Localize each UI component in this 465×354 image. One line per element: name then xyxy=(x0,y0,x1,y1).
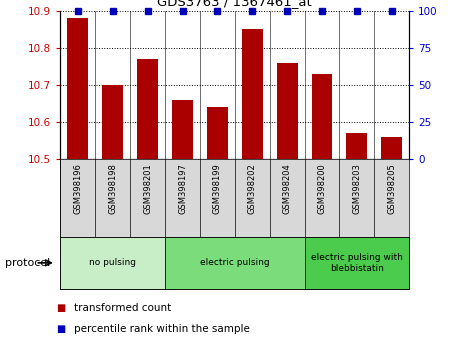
Text: GSM398201: GSM398201 xyxy=(143,163,152,214)
Text: electric pulsing with
blebbistatin: electric pulsing with blebbistatin xyxy=(311,253,403,273)
Text: electric pulsing: electric pulsing xyxy=(200,258,270,267)
Bar xyxy=(207,107,228,159)
Bar xyxy=(172,100,193,159)
Text: ■: ■ xyxy=(56,324,65,334)
Bar xyxy=(67,18,88,159)
Text: GSM398197: GSM398197 xyxy=(178,163,187,214)
Text: GSM398203: GSM398203 xyxy=(352,163,361,214)
Text: transformed count: transformed count xyxy=(74,303,172,313)
Text: GSM398202: GSM398202 xyxy=(248,163,257,214)
Bar xyxy=(312,74,332,159)
Text: protocol: protocol xyxy=(5,258,50,268)
Bar xyxy=(277,63,298,159)
Text: GSM398196: GSM398196 xyxy=(73,163,82,214)
Text: GSM398199: GSM398199 xyxy=(213,163,222,214)
Text: no pulsing: no pulsing xyxy=(89,258,136,267)
Bar xyxy=(305,237,409,289)
Bar xyxy=(165,237,305,289)
Text: GSM398198: GSM398198 xyxy=(108,163,117,214)
Text: percentile rank within the sample: percentile rank within the sample xyxy=(74,324,250,334)
Bar xyxy=(381,137,402,159)
Text: GSM398204: GSM398204 xyxy=(283,163,292,214)
Bar xyxy=(346,133,367,159)
Text: GSM398200: GSM398200 xyxy=(318,163,326,214)
Bar xyxy=(60,237,165,289)
Bar xyxy=(102,85,123,159)
Text: GSM398205: GSM398205 xyxy=(387,163,396,214)
Bar xyxy=(242,29,263,159)
Bar xyxy=(137,59,158,159)
Text: ■: ■ xyxy=(56,303,65,313)
Title: GDS3763 / 1367461_at: GDS3763 / 1367461_at xyxy=(158,0,312,8)
